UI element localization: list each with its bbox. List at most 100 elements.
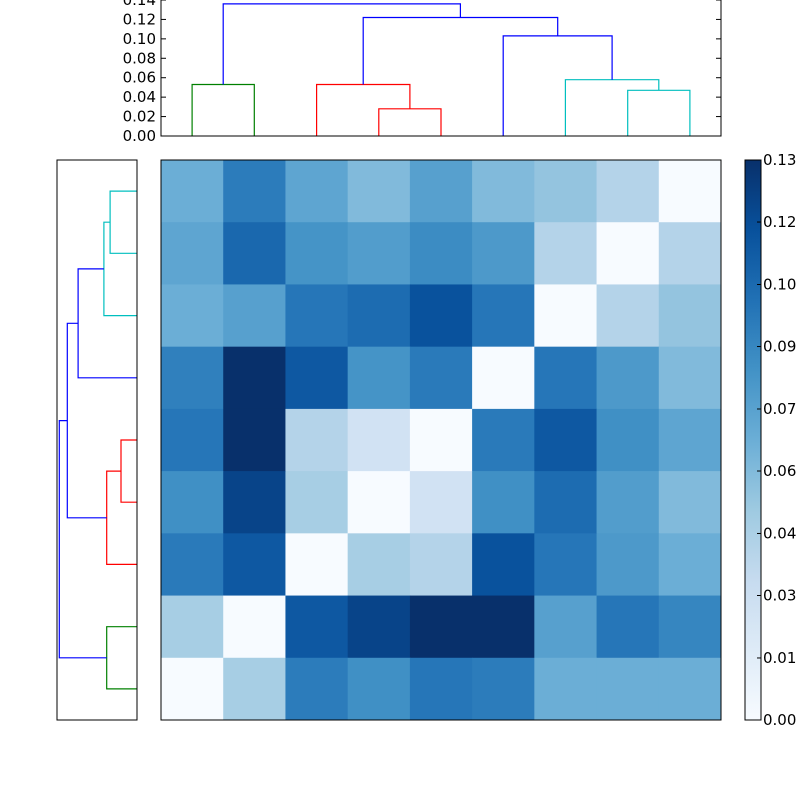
- heatmap-cell-r4-c0: [161, 408, 224, 472]
- heatmap-cell-r0-c0: [161, 160, 224, 223]
- heatmap-cell-r8-c6: [534, 657, 598, 721]
- heatmap-cell-r6-c0: [161, 533, 224, 597]
- heatmap-cell-r7-c8: [658, 595, 722, 659]
- top-dendrogram-tick-label-6: 0.12: [123, 10, 156, 28]
- heatmap-cell-r2-c4: [409, 284, 473, 348]
- heatmap-cell-r6-c7: [596, 533, 660, 597]
- heatmap-cell-r8-c1: [223, 657, 286, 721]
- heatmap-cell-r6-c4: [409, 533, 473, 597]
- heatmap-cell-r6-c6: [534, 533, 598, 597]
- heatmap-cell-r7-c5: [472, 595, 535, 659]
- heatmap-cell-r3-c4: [409, 346, 473, 410]
- heatmap-cell-r7-c4: [409, 595, 473, 659]
- heatmap-cell-r5-c2: [285, 471, 349, 534]
- heatmap-cell-r6-c5: [472, 533, 535, 597]
- heatmap-cell-r8-c2: [285, 657, 349, 721]
- heatmap-cell-r8-c3: [347, 657, 411, 721]
- heatmap-cell-r6-c1: [223, 533, 286, 597]
- heatmap-cell-r1-c3: [347, 222, 411, 285]
- heatmap-cell-r5-c4: [409, 471, 473, 534]
- heatmap-cell-r4-c2: [285, 408, 349, 472]
- heatmap-cell-r4-c7: [596, 408, 660, 472]
- left-dendrogram: [56, 159, 138, 721]
- heatmap-cell-r7-c3: [347, 595, 411, 659]
- heatmap-cell-r1-c6: [534, 222, 598, 285]
- heatmap-cell-r8-c8: [658, 657, 722, 721]
- top-dendrogram-tick-label-2: 0.04: [123, 88, 156, 106]
- colorbar-tick-label-2: 0.03: [763, 587, 796, 605]
- heatmap-cell-r8-c0: [161, 657, 224, 721]
- colorbar-tick-label-8: 0.12: [763, 213, 796, 231]
- heatmap-cell-r6-c3: [347, 533, 411, 597]
- heatmap-cell-r5-c8: [658, 471, 722, 534]
- left-dendrogram-frame: [56, 159, 138, 721]
- heatmap-cell-r6-c2: [285, 533, 349, 597]
- heatmap-cell-r2-c0: [161, 284, 224, 348]
- heatmap-cell-r4-c8: [658, 408, 722, 472]
- colorbar: 0.00 0.01 0.03 0.04 0.06 0.07 0.09 0.10 0.12 0.13: [744, 151, 796, 729]
- colorbar-tick-label-7: 0.10: [763, 275, 796, 293]
- heatmap-cell-r4-c4: [409, 408, 473, 472]
- heatmap-cell-r0-c2: [285, 160, 349, 223]
- heatmap-cell-r8-c4: [409, 657, 473, 721]
- heatmap-cell-r4-c1: [223, 408, 286, 472]
- heatmap-cell-r3-c1: [223, 346, 286, 410]
- top-dendrogram-tick-label-0: 0.00: [123, 127, 156, 145]
- heatmap-cell-r2-c8: [658, 284, 722, 348]
- heatmap-cell-r3-c8: [658, 346, 722, 410]
- top-dendrogram-tick-label-3: 0.06: [123, 69, 156, 87]
- heatmap-cell-r4-c3: [347, 408, 411, 472]
- heatmap-cell-r5-c3: [347, 471, 411, 534]
- heatmap-cell-r3-c3: [347, 346, 411, 410]
- heatmap-cell-r5-c5: [472, 471, 535, 534]
- colorbar-tick-label-3: 0.04: [763, 524, 796, 542]
- heatmap-cell-r8-c7: [596, 657, 660, 721]
- top-dendrogram-link-7: [222, 3, 461, 85]
- heatmap-cell-r0-c1: [223, 160, 286, 223]
- heatmap-cell-r0-c5: [472, 160, 535, 223]
- heatmap-cell-r5-c6: [534, 471, 598, 534]
- heatmap-cell-r2-c1: [223, 284, 286, 348]
- colorbar-tick-label-4: 0.06: [763, 462, 796, 480]
- heatmap-cell-r2-c6: [534, 284, 598, 348]
- left-dendrogram-link-7: [58, 420, 107, 659]
- heatmap-cell-r3-c2: [285, 346, 349, 410]
- heatmap-cell-r3-c5: [472, 346, 535, 410]
- top-dendrogram-tick-label-5: 0.10: [123, 30, 156, 48]
- heatmap-cell-r2-c7: [596, 284, 660, 348]
- heatmap-cell-r5-c0: [161, 471, 224, 534]
- colorbar-tick-label-9: 0.13: [763, 151, 796, 169]
- heatmap-cell-r4-c5: [472, 408, 535, 472]
- colorbar-tick-label-6: 0.09: [763, 338, 796, 356]
- colorbar-tick-label-5: 0.07: [763, 400, 796, 418]
- heatmap-cell-r7-c1: [223, 595, 286, 659]
- heatmap-cell-r3-c7: [596, 346, 660, 410]
- heatmap-cell-r0-c6: [534, 160, 598, 223]
- top-dendrogram-tick-label-4: 0.08: [123, 49, 156, 67]
- heatmap-cell-r7-c2: [285, 595, 349, 659]
- heatmap-cell-r3-c6: [534, 346, 598, 410]
- heatmap-cell-r1-c7: [596, 222, 660, 285]
- heatmap-cell-r2-c3: [347, 284, 411, 348]
- colorbar-tick-label-0: 0.00: [763, 711, 796, 729]
- heatmap-cell-r1-c0: [161, 222, 224, 285]
- heatmap-cell-r7-c0: [161, 595, 224, 659]
- heatmap-cell-r0-c3: [347, 160, 411, 223]
- heatmap-cell-r1-c2: [285, 222, 349, 285]
- heatmap-frame: [160, 159, 722, 721]
- top-dendrogram-frame: [160, 0, 722, 137]
- heatmap-cell-r3-c0: [161, 346, 224, 410]
- heatmap-cell-r1-c4: [409, 222, 473, 285]
- heatmap: [160, 159, 722, 721]
- heatmap-cell-r5-c7: [596, 471, 660, 534]
- heatmap-cell-r1-c5: [472, 222, 535, 285]
- top-dendrogram: 0.000.02 0.040.06 0.080.10 0.120.14: [123, 0, 722, 145]
- heatmap-cell-r1-c1: [223, 222, 286, 285]
- heatmap-cell-r0-c7: [596, 160, 660, 223]
- colorbar-gradient: [745, 160, 761, 720]
- heatmap-cell-r1-c8: [658, 222, 722, 285]
- top-dendrogram-tick-label-7: 0.14: [123, 0, 156, 9]
- heatmap-cell-r6-c8: [658, 533, 722, 597]
- top-dendrogram-tick-label-1: 0.02: [123, 108, 156, 126]
